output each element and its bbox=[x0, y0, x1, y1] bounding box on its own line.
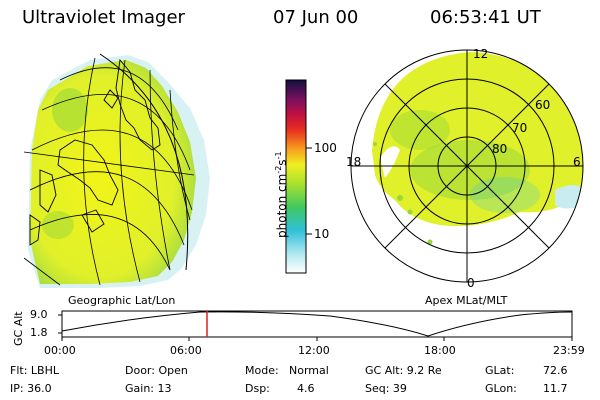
info-glon-value: 11.7 bbox=[543, 382, 568, 395]
left-panel-caption: Geographic Lat/Lon bbox=[68, 294, 176, 307]
info-dsp-label: Dsp: bbox=[245, 382, 270, 395]
timeline-x-tick-1200: 12:00 bbox=[298, 344, 330, 357]
info-glat-label: GLat: bbox=[485, 364, 515, 377]
mlt-label-0: 0 bbox=[467, 276, 475, 290]
info-mode-value: Normal bbox=[289, 364, 329, 377]
mlat-label-60: 60 bbox=[535, 98, 551, 112]
geographic-map bbox=[23, 53, 210, 288]
altitude-timeline bbox=[58, 310, 573, 341]
timeline-axis-title: GC Alt bbox=[12, 311, 25, 346]
unit-base: photon cm bbox=[275, 173, 289, 238]
timeline-y-bottom: 1.8 bbox=[30, 326, 48, 339]
timeline-x-tick-0000: 00:00 bbox=[44, 344, 76, 357]
info-glon-label: GLon: bbox=[485, 382, 517, 395]
mlat-label-80: 80 bbox=[492, 142, 508, 156]
unit-exp-1: -2 bbox=[274, 165, 283, 174]
info-filter: Flt: LBHL bbox=[10, 364, 59, 377]
info-ip: IP: 36.0 bbox=[10, 382, 52, 395]
info-gain: Gain: 13 bbox=[125, 382, 172, 395]
info-gc-alt: GC Alt: 9.2 Re bbox=[365, 364, 442, 377]
colorbar-gradient bbox=[285, 79, 307, 274]
info-glat-value: 72.6 bbox=[543, 364, 568, 377]
timeline-y-top: 9.0 bbox=[30, 308, 48, 321]
colorbar-tick-10: 10 bbox=[314, 227, 330, 241]
unit-mid: s bbox=[275, 159, 289, 166]
date-label: 07 Jun 00 bbox=[273, 7, 359, 28]
colorbar-tick-100: 100 bbox=[314, 141, 337, 155]
info-mode-label: Mode: bbox=[245, 364, 279, 377]
altitude-curve bbox=[61, 311, 573, 337]
info-door: Door: Open bbox=[125, 364, 188, 377]
info-seq: Seq: 39 bbox=[365, 382, 407, 395]
mlt-label-18: 18 bbox=[346, 155, 362, 169]
app-title: Ultraviolet Imager bbox=[22, 7, 185, 28]
colorbar bbox=[285, 79, 312, 274]
unit-exp-2: -1 bbox=[274, 151, 283, 160]
right-panel-caption: Apex MLat/MLT bbox=[425, 294, 508, 307]
polar-map bbox=[350, 49, 584, 283]
mlt-label-12: 12 bbox=[473, 47, 489, 61]
colorbar-unit-label: photon cm-2s-1 bbox=[274, 151, 289, 238]
timeline-x-tick-2359: 23:59 bbox=[553, 344, 585, 357]
mlt-label-6: 6 bbox=[573, 155, 581, 169]
mlat-label-70: 70 bbox=[512, 121, 528, 135]
time-label: 06:53:41 UT bbox=[430, 7, 541, 28]
timeline-x-tick-1800: 18:00 bbox=[424, 344, 456, 357]
timeline-x-tick-0600: 06:00 bbox=[170, 344, 202, 357]
info-dsp-value: 4.6 bbox=[297, 382, 315, 395]
